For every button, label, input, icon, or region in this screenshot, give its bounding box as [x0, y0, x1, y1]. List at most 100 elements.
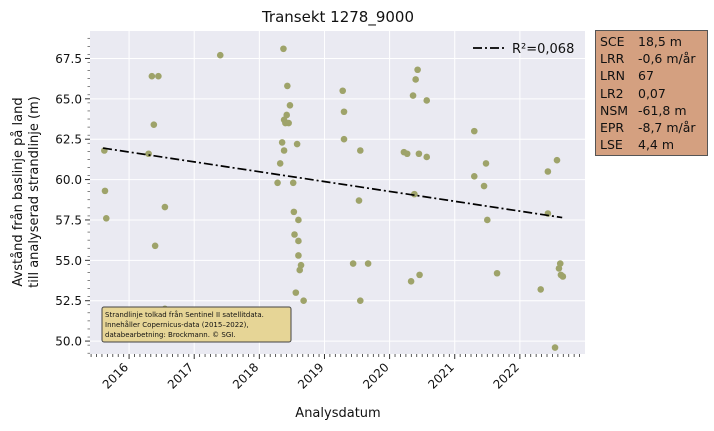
data-point	[102, 215, 110, 222]
stat-value: 67	[638, 68, 654, 84]
data-point	[480, 182, 488, 190]
data-point	[300, 297, 307, 305]
data-point	[276, 160, 284, 167]
y-tick-label: 57.5	[55, 213, 82, 227]
stat-row: EPR -8,7 m/år	[600, 119, 703, 136]
data-point	[553, 156, 561, 164]
data-point	[340, 135, 348, 143]
data-point	[415, 150, 423, 158]
axis-ticks: 2016 2017 2018 2019 2020 2021 2022 50.0 52.5 55.0…	[55, 37, 580, 392]
data-point	[556, 260, 564, 267]
data-point	[283, 111, 290, 119]
data-point	[295, 216, 302, 224]
data-point	[295, 237, 302, 245]
data-point	[409, 92, 417, 99]
data-point	[278, 139, 286, 146]
grid-lines	[90, 31, 585, 354]
data-point	[414, 66, 421, 74]
data-point	[291, 231, 298, 238]
stat-value: 0,07	[638, 85, 666, 101]
data-point	[292, 289, 300, 296]
stat-value: -8,7 m/år	[638, 120, 696, 136]
x-tick-label: 2018	[230, 360, 261, 391]
stat-key: SCE	[600, 34, 625, 49]
data-point	[412, 76, 419, 83]
data-point	[482, 160, 490, 167]
y-tick-label: 50.0	[55, 335, 82, 349]
data-point	[470, 127, 478, 135]
stat-value: 18,5 m	[638, 34, 682, 49]
data-point	[484, 216, 491, 224]
data-point	[290, 208, 298, 216]
data-point	[161, 203, 169, 211]
data-source-note: Strandlinje tolkad från Sentinel II sate…	[101, 306, 292, 343]
x-axis-label: Analysdatum	[295, 406, 380, 421]
y-tick-label: 52.5	[55, 294, 82, 308]
data-point	[280, 45, 287, 53]
x-tick-label: 2022	[490, 360, 521, 391]
chart-title: Transekt 1278_9000	[261, 8, 414, 27]
data-point	[295, 252, 302, 259]
note-line-1: Strandlinje tolkad från Sentinel II sate…	[105, 310, 264, 319]
data-point	[155, 72, 162, 80]
x-tick-label: 2019	[295, 360, 326, 391]
stat-row: LR2 0,07	[600, 85, 703, 102]
stat-key: EPR	[600, 120, 625, 136]
data-point	[355, 197, 363, 204]
stat-row: SCE 18,5 m	[600, 33, 703, 50]
data-point	[280, 147, 288, 154]
stat-row: LSE 4,4 m	[600, 136, 703, 153]
data-point	[297, 261, 305, 269]
plot-background	[90, 31, 585, 354]
stat-value: 4,4 m	[638, 137, 675, 153]
data-point	[403, 150, 411, 158]
data-point	[356, 297, 364, 305]
data-point	[339, 87, 347, 95]
x-tick-label: 2017	[165, 360, 196, 391]
data-point	[423, 97, 431, 104]
y-axis-label-line-1: Avstånd från baslinje på land	[11, 97, 26, 286]
data-point	[150, 121, 158, 128]
y-tick-label: 67.5	[55, 52, 82, 66]
y-tick-label: 62.5	[55, 133, 82, 147]
data-point	[364, 260, 372, 267]
data-point	[286, 101, 294, 109]
y-tick-label: 65.0	[55, 92, 82, 106]
x-tick-label: 2021	[425, 360, 456, 391]
data-point	[407, 278, 415, 285]
y-axis-label-line-2: till analyserad strandlinje (m)	[27, 96, 42, 288]
data-point	[423, 153, 431, 161]
data-point	[356, 147, 364, 154]
data-point	[416, 271, 423, 279]
stat-key: LRN	[600, 68, 625, 84]
note-line-2: Innehåller Copernicus-data (2015–2022),	[105, 320, 249, 329]
x-tick-label: 2020	[360, 360, 391, 391]
data-point	[470, 173, 478, 180]
data-point	[216, 51, 224, 59]
data-point	[145, 150, 152, 158]
stat-key: LSE	[600, 137, 623, 153]
stat-value: -0,6 m/år	[638, 51, 696, 67]
x-tick-label: 2016	[100, 360, 131, 391]
data-point	[101, 187, 109, 195]
data-point	[544, 168, 552, 175]
stat-row: LRR -0,6 m/år	[600, 50, 703, 67]
data-point	[274, 179, 281, 187]
data-point	[551, 344, 559, 351]
stat-key: NSM	[600, 102, 629, 118]
stat-row: NSM -61,8 m	[600, 102, 703, 119]
data-point	[340, 108, 348, 116]
y-axis-label: Avstånd från baslinje på land till analy…	[11, 96, 42, 288]
data-point	[148, 72, 156, 80]
data-points	[101, 45, 567, 351]
stat-key: LR2	[600, 85, 624, 101]
data-point	[493, 269, 501, 277]
stat-row: LRN 67	[600, 67, 703, 84]
y-tick-label: 55.0	[55, 254, 82, 268]
shoreline-statistics-box: SCE 18,5 m LRR -0,6 m/år LRN 67 LR2 0,07 NSM…	[595, 30, 708, 157]
note-box	[101, 306, 292, 343]
data-point	[284, 82, 291, 90]
data-point	[151, 242, 159, 250]
note-line-3: databearbetning: Brockmann. © SGI.	[105, 331, 236, 339]
